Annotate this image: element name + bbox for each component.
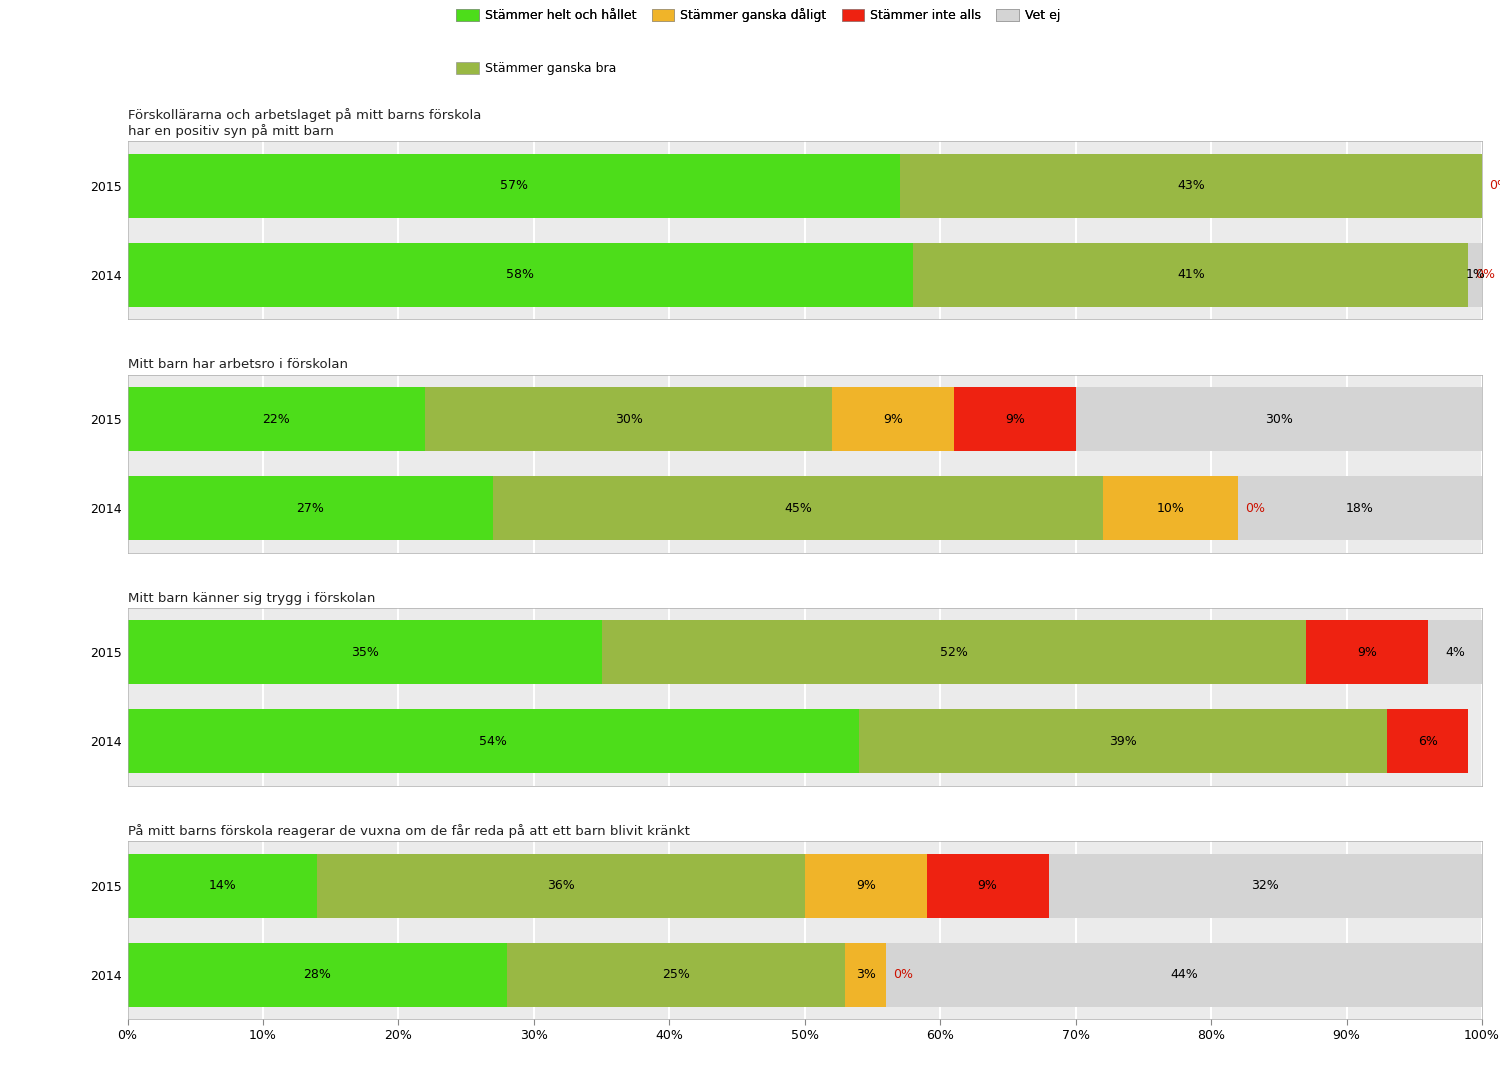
Bar bbox=[900, 154, 1482, 218]
Text: 9%: 9% bbox=[1005, 413, 1025, 426]
Bar bbox=[804, 854, 927, 918]
Text: 10%: 10% bbox=[1156, 502, 1185, 515]
Bar bbox=[128, 243, 914, 306]
Bar bbox=[507, 943, 846, 1006]
Text: 43%: 43% bbox=[1178, 180, 1204, 192]
Bar bbox=[859, 710, 1388, 773]
Text: 4%: 4% bbox=[1444, 646, 1466, 659]
Text: 27%: 27% bbox=[297, 502, 324, 515]
Bar bbox=[1048, 854, 1482, 918]
Bar bbox=[128, 154, 900, 218]
Bar bbox=[1468, 243, 1482, 306]
Bar bbox=[602, 620, 1306, 685]
Text: 39%: 39% bbox=[1108, 735, 1137, 748]
Bar bbox=[1076, 387, 1482, 452]
Bar bbox=[886, 943, 1482, 1006]
Bar bbox=[1102, 476, 1238, 540]
Text: 3%: 3% bbox=[856, 969, 876, 981]
Bar bbox=[426, 387, 832, 452]
Bar bbox=[128, 387, 426, 452]
Bar bbox=[128, 943, 507, 1006]
Text: 0%: 0% bbox=[1245, 502, 1264, 515]
Legend: Stämmer helt och hållet, Stämmer ganska dåligt, Stämmer inte alls, Vet ej: Stämmer helt och hållet, Stämmer ganska … bbox=[456, 9, 1060, 23]
Text: 30%: 30% bbox=[615, 413, 642, 426]
Bar bbox=[494, 476, 1102, 540]
Bar bbox=[927, 854, 1048, 918]
Text: 9%: 9% bbox=[978, 879, 998, 892]
Text: 32%: 32% bbox=[1251, 879, 1280, 892]
Text: 6%: 6% bbox=[1418, 735, 1438, 748]
Bar bbox=[1388, 710, 1468, 773]
Bar bbox=[1428, 620, 1482, 685]
Text: 58%: 58% bbox=[507, 269, 534, 282]
Bar bbox=[128, 854, 316, 918]
Text: 44%: 44% bbox=[1170, 969, 1198, 981]
Bar bbox=[833, 387, 954, 452]
Text: Förskollärarna och arbetslaget på mitt barns förskola
har en positiv syn på mitt: Förskollärarna och arbetslaget på mitt b… bbox=[128, 108, 482, 138]
Bar bbox=[1238, 476, 1482, 540]
Bar bbox=[128, 620, 602, 685]
Text: 9%: 9% bbox=[1358, 646, 1377, 659]
Text: 0%: 0% bbox=[1490, 180, 1500, 192]
Text: 54%: 54% bbox=[480, 735, 507, 748]
Text: 41%: 41% bbox=[1178, 269, 1204, 282]
Text: 9%: 9% bbox=[884, 413, 903, 426]
Text: På mitt barns förskola reagerar de vuxna om de får reda på att ett barn blivit k: På mitt barns förskola reagerar de vuxna… bbox=[128, 823, 690, 837]
Legend: Stämmer ganska bra: Stämmer ganska bra bbox=[456, 62, 616, 75]
Bar bbox=[316, 854, 804, 918]
Bar bbox=[914, 243, 1468, 306]
Text: 18%: 18% bbox=[1346, 502, 1374, 515]
Bar bbox=[954, 387, 1076, 452]
Bar bbox=[1306, 620, 1428, 685]
Text: 36%: 36% bbox=[548, 879, 574, 892]
Bar bbox=[128, 476, 494, 540]
Bar bbox=[846, 943, 886, 1006]
Text: 0%: 0% bbox=[1474, 269, 1496, 282]
Text: 57%: 57% bbox=[500, 180, 528, 192]
Text: Mitt barn känner sig trygg i förskolan: Mitt barn känner sig trygg i förskolan bbox=[128, 591, 375, 604]
Text: 28%: 28% bbox=[303, 969, 332, 981]
Text: 0%: 0% bbox=[892, 969, 914, 981]
Text: 22%: 22% bbox=[262, 413, 291, 426]
Text: 25%: 25% bbox=[662, 969, 690, 981]
Text: Mitt barn har arbetsro i förskolan: Mitt barn har arbetsro i förskolan bbox=[128, 358, 348, 371]
Text: 45%: 45% bbox=[784, 502, 812, 515]
Text: 9%: 9% bbox=[856, 879, 876, 892]
Text: 30%: 30% bbox=[1264, 413, 1293, 426]
Text: 14%: 14% bbox=[209, 879, 236, 892]
Bar bbox=[128, 710, 859, 773]
Text: 1%: 1% bbox=[1466, 269, 1485, 282]
Text: 35%: 35% bbox=[351, 646, 378, 659]
Text: 52%: 52% bbox=[940, 646, 968, 659]
